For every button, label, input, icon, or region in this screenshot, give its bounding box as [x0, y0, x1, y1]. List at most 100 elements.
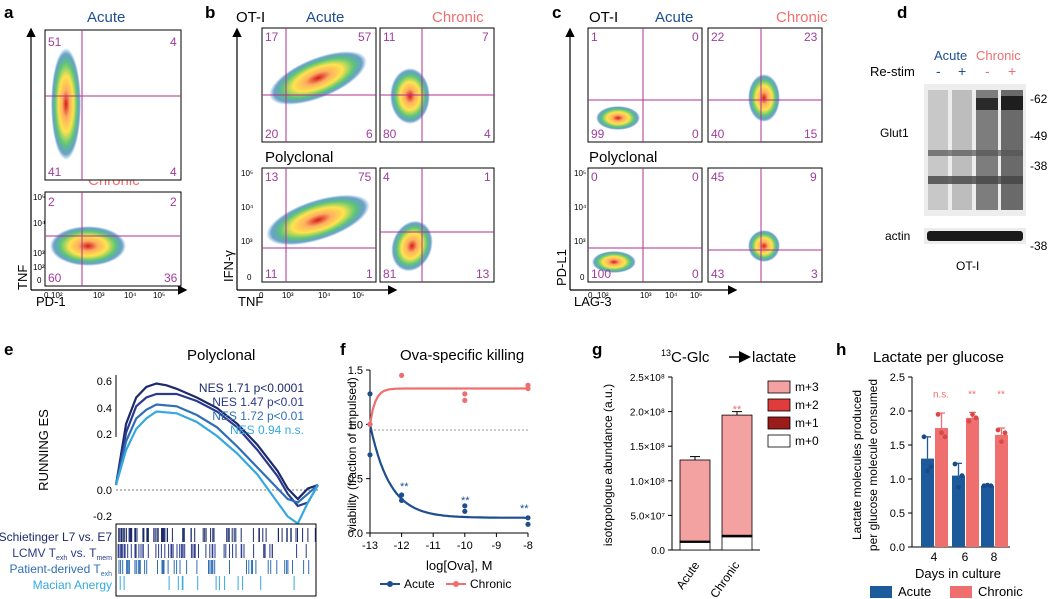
panel-f-ylabel: viability (fraction of unpulsed) [345, 377, 359, 532]
panel-f-xlabel: log[Ova], M [426, 558, 492, 573]
panel-g-bar-chronic-m0 [721, 536, 753, 551]
panel-b-plot-1-q-lr: 6 [366, 127, 373, 141]
panel-f-ytick-label: 1.0 [348, 419, 363, 431]
panel-b-plot-2-density [390, 68, 430, 124]
panel-d-restim-label: Re-stim [870, 64, 915, 79]
panel-g-ylabel: isotopologue abundance (a.u.) [601, 384, 615, 546]
panel-a-chronic-q-ur: 2 [170, 195, 177, 209]
panel-b-plot-3-q-lr: 1 [366, 267, 373, 281]
panel-h-ytick-label: 2.5 [890, 372, 905, 384]
panel-b-col2-label: Chronic [432, 9, 484, 26]
panel-h: Lactate per glucose Lactate molecules pr… [850, 349, 1023, 599]
panel-c-xtick-0: 0 [588, 291, 593, 300]
panel-c-plot-2-q-ul: 22 [711, 30, 725, 44]
panel-b-ytick-0: 10⁵ [241, 169, 253, 178]
panel-e-ytick-3: 0.0 [97, 485, 112, 497]
panel-h-marks: n.s. ** ** [921, 389, 1008, 547]
panel-f-sig-0: ** [400, 481, 409, 493]
panel-letter-a: a [4, 3, 14, 22]
panel-b-xtick-0: 0 [259, 291, 264, 300]
panel-g-bar-acute-m3 [679, 459, 711, 542]
panel-b-plot-1-q-ur: 57 [358, 30, 372, 44]
panel-f-point-acute [462, 508, 468, 514]
panel-a-acute-q-lr: 4 [170, 165, 177, 179]
panel-b-ytick-1: 10⁴ [241, 203, 254, 212]
panel-e-ytick-2: 0.2 [97, 429, 112, 441]
panel-h-xlabel: Days in culture [915, 566, 1001, 581]
panel-d-restim-sign-3: - [985, 63, 990, 79]
panel-c-plot-2-q-ur: 23 [804, 30, 818, 44]
panel-d-band-4 [1001, 96, 1023, 110]
panel-d: Acute Chronic Re-stim - + - + Glut1 -62 … [870, 48, 1048, 273]
panel-c-plot-4-q-ll: 43 [711, 267, 725, 281]
panel-e-barcode-label-0: Schietinger L7 vs. E7 [0, 530, 112, 544]
panel-c-ytick-2: 10³ [574, 237, 586, 246]
panel-h-point [999, 439, 1004, 444]
panel-b-xtick-3: 10⁴ [318, 291, 331, 300]
panel-h-xtick-label: 8 [991, 550, 998, 564]
panel-g-legend-m2: m+2 [795, 398, 819, 412]
panel-letter-b: b [205, 3, 215, 22]
panel-b-plot-2-q-ll: 80 [383, 127, 397, 141]
panel-c-plot-3-density [592, 251, 636, 273]
panel-d-chronic-label: Chronic [976, 48, 1021, 63]
panel-h-point [935, 412, 941, 417]
panel-b-row2-label: Polyclonal [265, 149, 333, 166]
panel-b-col1-label: Acute [306, 9, 344, 26]
panel-h-point [1002, 430, 1008, 436]
panel-f-legend-chronic: Chronic [470, 577, 511, 591]
panel-f-title: Ova-specific killing [400, 347, 524, 364]
panel-f-point-chronic [525, 382, 531, 388]
panel-h-bar-chronic-day6 [966, 417, 979, 547]
panel-b-xtick-2: 10³ [282, 291, 294, 300]
panel-e-barcode-label-3: Macian Anergy [33, 578, 112, 592]
panel-f-xtick-label: -12 [394, 540, 410, 552]
panel-a-ytick-1: 10⁴ [33, 219, 46, 228]
panel-e-ytick-4: -0.2 [93, 511, 112, 523]
panel-e-nes-3: NES 0.94 n.s. [230, 423, 304, 437]
panel-f-point-chronic [462, 397, 468, 403]
panel-d-actin-label: actin [885, 229, 910, 243]
panel-g-legend-swatch-m2 [767, 398, 791, 412]
panel-d-marker-49: -49 [1030, 129, 1048, 143]
panel-g-sig: ** [733, 404, 742, 416]
panel-c-plot-1-q-ur: 0 [692, 30, 699, 44]
panel-f-point-acute [525, 515, 531, 521]
panel-b-plot-2-q-ul: 11 [383, 30, 396, 44]
panel-e-curve-2 [114, 403, 319, 504]
panel-a-ytick-4: 0 [37, 276, 42, 285]
panel-g-legend-m3: m+3 [795, 380, 819, 394]
panel-e-curves [114, 382, 319, 526]
panel-f-xtick-label: -9 [492, 540, 502, 552]
panel-c-col1-label: Acute [655, 9, 693, 26]
panel-h-point [970, 412, 975, 417]
panel-f-fit-chronic [368, 387, 528, 425]
panel-h-bar-acute-day4 [921, 458, 934, 547]
panel-h-point [921, 434, 927, 440]
panel-b-plot-4-q-ur: 1 [484, 170, 491, 184]
panel-f-fit-acute [368, 424, 528, 519]
panel-b-xlabel: TNF [238, 294, 263, 309]
panel-f-point-acute [367, 391, 373, 397]
panel-f-xtick-label: -13 [362, 540, 378, 552]
panel-h-point [995, 427, 1001, 433]
panel-c-plot-4-density [748, 230, 780, 262]
panel-g-ytick-label: 5.0×10⁷ [631, 511, 666, 522]
panel-d-marker-actin: -38 [1030, 239, 1048, 253]
panel-e-barcode-label-1: LCMV Texh vs. Tmem [12, 546, 112, 562]
panel-g-ticks: 2.5×10⁸ 2.0×10⁸ 1.5×10⁸ 1.0×10⁸ 5.0×10⁷ 0.0 [630, 373, 672, 557]
panel-h-xtick-label: 4 [931, 550, 938, 564]
panel-c-xtick-1: 10² [597, 291, 609, 300]
panel-d-actin-band [927, 231, 1023, 241]
panel-e-barcode-label-2: Patient-derived Texh [10, 562, 113, 578]
panel-c-plot-1-density [596, 106, 640, 130]
panel-d-restim-sign-1: - [936, 63, 941, 79]
panel-c-row1-label: OT-I [589, 9, 618, 26]
panel-b-row1-label: OT-I [236, 9, 265, 26]
panel-b: OT-I Acute Chronic Polyclonal IFN-γ TNF … [221, 9, 495, 309]
panel-b-ytick-4: 0 [247, 273, 252, 282]
panel-c-col2-label: Chronic [776, 9, 828, 26]
panel-h-ylabel-1: Lactate molecules produced [850, 390, 864, 540]
panel-g-marks [679, 411, 753, 551]
panel-d-restim-sign-4: + [1008, 63, 1016, 79]
